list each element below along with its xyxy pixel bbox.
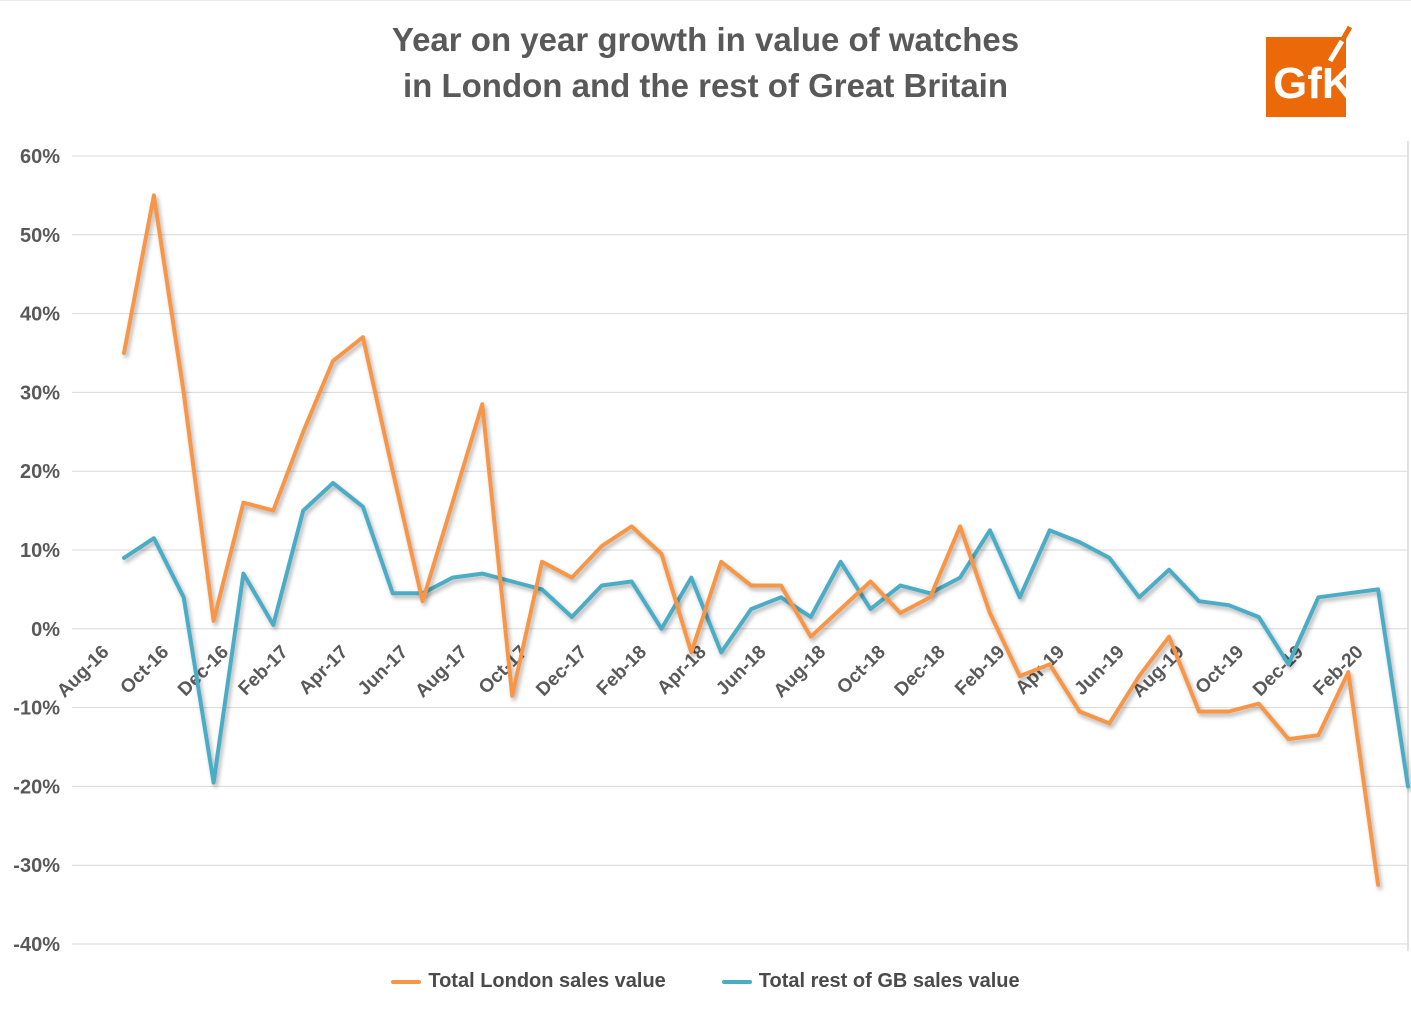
y-tick-label: -10% <box>13 698 60 720</box>
gfk-logo-text: GfK <box>1273 59 1354 108</box>
y-tick-label: 10% <box>20 540 60 562</box>
legend-swatch-london <box>391 979 422 984</box>
legend-label-london: Total London sales value <box>428 970 666 992</box>
chart-title: Year on year growth in value of watches … <box>0 17 1411 109</box>
series-line-rest-of-gb <box>122 481 1410 789</box>
y-tick-label: 30% <box>20 382 60 404</box>
data-series <box>122 193 1410 887</box>
y-tick-label: -30% <box>13 855 60 877</box>
gfk-logo-accent-outer <box>1339 25 1353 43</box>
x-tick-label: Apr-19 <box>1012 642 1069 699</box>
axis-labels: 60% 50% 40% 30% 20% 10% 0% -10% -20% -30% -40% Aug-… <box>13 146 1367 956</box>
legend-item-gb: Total rest of GB sales value <box>721 970 1020 993</box>
legend-label-gb: Total rest of GB sales value <box>758 970 1020 992</box>
x-tick-label: Feb-17 <box>235 642 293 700</box>
gfk-logo: GfK <box>1264 25 1356 117</box>
gfk-logo-graphic: GfK <box>1266 25 1354 117</box>
x-tick-label: Aug-18 <box>770 642 830 702</box>
gfk-logo-accent-inner <box>1327 39 1345 63</box>
chart-legend: Total London sales value Total rest of G… <box>0 970 1411 993</box>
x-tick-label: Jun-17 <box>354 642 412 700</box>
x-tick-label: Apr-17 <box>295 642 352 699</box>
x-tick-label: Aug-16 <box>53 642 113 702</box>
x-tick-label: Dec-16 <box>174 642 233 701</box>
x-tick-label: Jun-19 <box>1071 642 1129 700</box>
gridlines <box>72 141 1409 951</box>
y-tick-label: -40% <box>13 934 60 956</box>
y-tick-label: 40% <box>20 304 60 326</box>
y-tick-label: -20% <box>13 776 60 798</box>
y-tick-label: 50% <box>20 225 60 247</box>
legend-item-london: Total London sales value <box>391 970 666 993</box>
x-tick-label: Aug-17 <box>411 642 471 702</box>
x-tick-label: Oct-16 <box>117 642 174 699</box>
gfk-logo-square <box>1266 37 1346 117</box>
chart-title-line2: in London and the rest of Great Britain <box>402 67 1009 104</box>
x-tick-label: Oct-18 <box>833 642 890 699</box>
chart-title-line1: Year on year growth in value of watches <box>391 21 1020 58</box>
x-tick-label: Feb-18 <box>593 642 651 700</box>
x-tick-label: Feb-19 <box>951 642 1009 700</box>
series-line-london <box>122 193 1381 887</box>
x-tick-label: Apr-18 <box>653 642 710 699</box>
y-tick-label: 20% <box>20 461 60 483</box>
y-tick-label: 60% <box>20 146 60 168</box>
x-tick-label: Dec-17 <box>532 642 591 701</box>
legend-swatch-gb <box>721 979 752 984</box>
x-tick-label: Dec-18 <box>891 642 950 701</box>
y-tick-label: 0% <box>31 619 60 641</box>
x-tick-label: Oct-19 <box>1192 642 1249 699</box>
